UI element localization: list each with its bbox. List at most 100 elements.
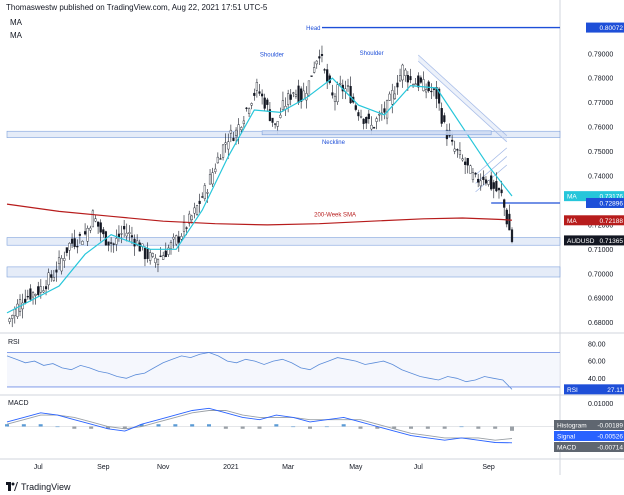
candle-body bbox=[383, 108, 386, 113]
candles-group bbox=[8, 45, 514, 328]
macd-histogram-bar bbox=[257, 426, 262, 429]
candle-body bbox=[221, 144, 225, 158]
rsi-value-name: RSI bbox=[567, 387, 578, 394]
price-tick-label: 0.74000 bbox=[588, 174, 613, 181]
macd-signal-line bbox=[6, 410, 513, 441]
candle-body bbox=[107, 241, 110, 246]
candle-body bbox=[255, 82, 258, 91]
candle-body bbox=[81, 240, 84, 245]
candle-body bbox=[143, 248, 147, 260]
price-label-box bbox=[586, 197, 624, 208]
candle-body bbox=[266, 99, 269, 105]
candle-body bbox=[112, 243, 115, 245]
candle-body bbox=[240, 127, 243, 131]
channel-line-mid bbox=[418, 60, 508, 143]
time-tick-label: May bbox=[349, 464, 363, 471]
candle-body bbox=[138, 242, 141, 252]
annotation-neckline: Neckline bbox=[322, 140, 346, 146]
candle-body bbox=[391, 90, 394, 105]
price-label-value: 0.72188 bbox=[600, 218, 624, 225]
tradingview-logo[interactable]: TradingView bbox=[6, 482, 71, 492]
annotation-head: Head bbox=[306, 26, 320, 32]
macd-histogram-bar bbox=[274, 424, 279, 427]
annotation-left-shoulder: Shoulder bbox=[260, 53, 284, 59]
candle-body bbox=[456, 149, 459, 151]
candle-body bbox=[201, 196, 204, 198]
support-zone bbox=[6, 266, 561, 278]
annotation-right-shoulder: Shoulder bbox=[360, 51, 384, 57]
candle-body bbox=[505, 209, 508, 225]
macd-tick-label: 0.01000 bbox=[588, 401, 613, 408]
candle-body bbox=[458, 150, 462, 155]
macd-histogram-bar bbox=[375, 426, 380, 429]
macd-histogram-bar bbox=[139, 424, 144, 427]
candle-body bbox=[185, 227, 188, 229]
candle-body bbox=[419, 77, 422, 83]
candle-body bbox=[365, 116, 368, 124]
candle-body bbox=[73, 238, 76, 247]
candle-body bbox=[47, 272, 50, 286]
candle-body bbox=[378, 114, 381, 116]
candle-body bbox=[123, 226, 126, 230]
macd-histogram-bar bbox=[324, 426, 329, 428]
candle-body bbox=[214, 168, 217, 172]
candle-body bbox=[182, 222, 186, 232]
macd-histogram-bar bbox=[21, 424, 26, 427]
candle-body bbox=[310, 75, 313, 77]
rsi-value-box bbox=[564, 384, 624, 395]
candle-body bbox=[333, 95, 337, 102]
candle-body bbox=[97, 221, 100, 227]
price-label-name: MA bbox=[567, 194, 577, 201]
candle-body bbox=[289, 94, 292, 100]
candle-body bbox=[65, 247, 68, 253]
candle-body bbox=[451, 139, 454, 142]
candle-body bbox=[172, 236, 175, 240]
macd-histogram-bar bbox=[240, 426, 245, 429]
candle-body bbox=[250, 103, 253, 106]
macd-histogram-bar bbox=[425, 426, 430, 429]
price-label-value: 0.73176 bbox=[600, 194, 624, 201]
candle-body bbox=[16, 303, 19, 317]
candle-body bbox=[500, 189, 503, 194]
candle-body bbox=[271, 117, 274, 123]
candle-body bbox=[91, 210, 95, 228]
candle-body bbox=[70, 238, 74, 244]
candle-body bbox=[307, 80, 311, 96]
candle-body bbox=[349, 86, 352, 104]
flag-line bbox=[475, 147, 508, 176]
candle-body bbox=[242, 120, 245, 125]
macd-histogram-bar bbox=[341, 424, 346, 427]
rsi-line bbox=[6, 352, 513, 390]
candle-body bbox=[294, 94, 298, 97]
candle-body bbox=[164, 250, 167, 258]
candle-body bbox=[323, 69, 326, 71]
candle-body bbox=[424, 88, 428, 93]
macd-value-name: Histogram bbox=[557, 423, 587, 430]
candle-body bbox=[510, 229, 514, 242]
support-zone bbox=[6, 237, 561, 246]
candle-body bbox=[398, 75, 402, 82]
annotation-200-week-sma: 200-Week SMA bbox=[314, 212, 356, 218]
candle-body bbox=[508, 213, 511, 231]
candle-body bbox=[359, 116, 363, 118]
candle-body bbox=[477, 178, 480, 183]
time-tick-label: Jul bbox=[34, 464, 43, 471]
price-tick-label: 0.72000 bbox=[588, 222, 613, 229]
candle-body bbox=[24, 298, 27, 303]
candle-body bbox=[227, 141, 230, 150]
candle-body bbox=[261, 93, 264, 97]
price-tick-label: 0.78000 bbox=[588, 76, 613, 83]
candle-body bbox=[469, 165, 472, 174]
macd-line bbox=[6, 407, 513, 444]
candle-body bbox=[315, 60, 318, 65]
sma-200-week-line bbox=[6, 203, 513, 226]
candle-body bbox=[417, 75, 420, 88]
candle-body bbox=[8, 318, 11, 322]
macd-histogram-bar bbox=[358, 426, 363, 429]
candle-body bbox=[206, 192, 209, 194]
candle-body bbox=[68, 242, 71, 251]
macd-value-label: -0.00714 bbox=[597, 445, 623, 452]
candle-body bbox=[156, 258, 160, 266]
candle-body bbox=[193, 207, 196, 214]
